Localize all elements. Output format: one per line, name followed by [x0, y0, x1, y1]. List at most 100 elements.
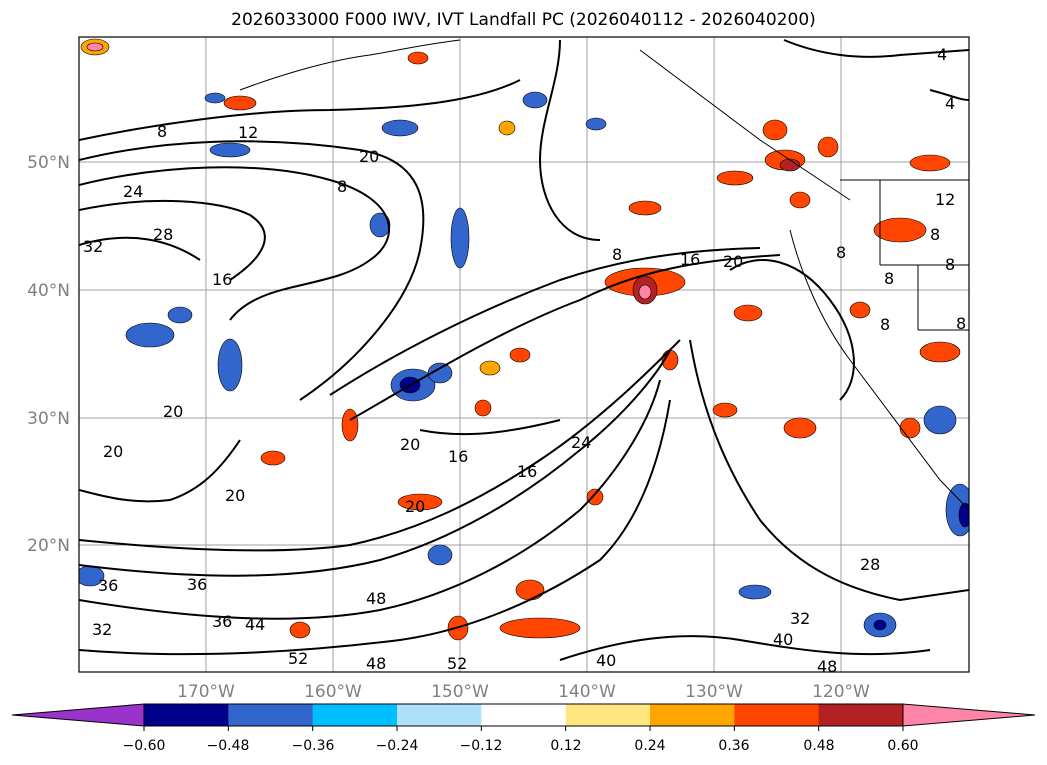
cl-32b: 32: [92, 620, 112, 639]
cl-12a: 12: [238, 123, 258, 142]
pos-patch: [628, 200, 662, 216]
lon-label-160w: 160°W: [304, 682, 362, 702]
coastline-aleutians: [239, 39, 461, 91]
contour-20: [79, 140, 425, 401]
colorbar-segment: [565, 704, 651, 726]
coastline-alaska: [639, 49, 851, 201]
cb-label-n036: −0.36: [292, 738, 335, 754]
contour-24-jet: [79, 349, 671, 577]
colorbar-segment: [650, 704, 735, 726]
pos-patch: [86, 42, 104, 52]
pos-patch: [586, 488, 604, 506]
pos-patch: [849, 301, 871, 319]
pos-patch: [479, 360, 501, 376]
cl-24b: 24: [571, 433, 591, 452]
cb-label-p048: 0.48: [803, 738, 834, 754]
contour-28: [79, 199, 266, 281]
colorbar-extend-left-fill: [12, 704, 144, 726]
contour-8: [79, 79, 521, 141]
pos-patch: [289, 621, 311, 639]
colorbar: −0.60 −0.48 −0.36 −0.24 −0.12 0.12 0.24 …: [11, 703, 1036, 754]
pos-patch: [498, 120, 516, 136]
cl-20g: 20: [405, 497, 425, 516]
pos-patch: [223, 95, 257, 111]
cl-8f: 8: [945, 255, 955, 274]
state-borders: [840, 179, 969, 331]
neg-patch: [522, 91, 548, 109]
pos-patch: [783, 417, 817, 439]
pos-patch: [474, 399, 492, 417]
lat-labels: 50°N 40°N 30°N 20°N: [27, 153, 70, 556]
neg-patch: [204, 92, 226, 104]
cl-8h: 8: [880, 315, 890, 334]
contour-28-east: [689, 339, 969, 602]
lat-label-50n: 50°N: [27, 153, 70, 173]
cl-8c: 8: [612, 245, 622, 264]
cb-label-p036: 0.36: [718, 738, 749, 754]
colorbar-segment: [228, 704, 314, 726]
colorbar-segment: [312, 704, 398, 726]
cb-label-p012: 0.12: [550, 738, 581, 754]
lat-label-40n: 40°N: [27, 281, 70, 301]
pos-patch: [515, 579, 545, 601]
iwv-contours: [79, 39, 969, 661]
cl-48c: 48: [817, 657, 837, 676]
pos-patch: [509, 347, 531, 363]
colorbar-segment: [397, 704, 482, 726]
pos-patch: [899, 417, 921, 439]
cb-label-p060: 0.60: [887, 738, 918, 754]
contour-36: [79, 379, 661, 620]
cl-32c: 32: [790, 609, 810, 628]
pos-patch: [817, 136, 839, 158]
lon-labels: 170°W 160°W 150°W 140°W 130°W 120°W: [177, 682, 870, 702]
cl-20d: 20: [103, 442, 123, 461]
contour-24: [79, 166, 391, 321]
neg-core: [958, 502, 969, 528]
neg-patch: [125, 322, 175, 348]
colorbar-tick-labels: −0.60 −0.48 −0.36 −0.24 −0.12 0.12 0.24 …: [123, 738, 919, 754]
colorbar-segment: [481, 704, 567, 726]
neg-patch: [427, 544, 453, 566]
cl-16a: 16: [212, 270, 232, 289]
pos-patch: [873, 217, 927, 243]
pos-patch: [919, 341, 961, 363]
cl-12b: 12: [935, 190, 955, 209]
cl-24: 24: [123, 182, 143, 201]
pos-patch: [341, 408, 359, 442]
cl-28a: 28: [153, 225, 173, 244]
cl-20f: 20: [225, 486, 245, 505]
cl-20e: 20: [400, 435, 420, 454]
cl-36a: 36: [98, 576, 118, 595]
pos-patch: [762, 119, 788, 141]
cl-44: 44: [245, 615, 265, 634]
coastlines: [239, 39, 969, 511]
pos-patch: [499, 617, 581, 639]
contour-40: [559, 635, 931, 661]
cl-16d: 16: [517, 462, 537, 481]
neg-core: [873, 619, 887, 631]
contour-16-jet: [349, 254, 781, 421]
cl-40a: 40: [596, 651, 616, 670]
contour-32: [79, 236, 201, 261]
cl-52b: 52: [447, 654, 467, 673]
graticule: [79, 37, 969, 672]
cl-48b: 48: [366, 654, 386, 673]
neg-patch: [450, 207, 470, 269]
colorbar-segment: [818, 704, 904, 726]
neg-patch: [217, 338, 243, 392]
neg-patch: [167, 306, 193, 324]
pos-patch: [789, 191, 811, 209]
lon-label-130w: 130°W: [685, 682, 743, 702]
cb-label-n012: −0.12: [460, 738, 503, 754]
neg-patch: [585, 117, 607, 131]
map-title: 2026033000 F000 IWV, IVT Landfall PC (20…: [231, 10, 816, 30]
cl-36c: 36: [212, 612, 232, 631]
pos-patch: [733, 304, 763, 322]
pos-patch: [716, 170, 754, 186]
contour-20-mid: [419, 419, 561, 436]
cl-20b: 20: [723, 252, 743, 271]
contour-labels: 8 12 20 24 8 28 32 16 8 16 20 20 20 20 2…: [83, 45, 966, 676]
cl-8d: 8: [930, 225, 940, 244]
pos-patch: [712, 402, 738, 418]
cl-28b: 28: [860, 555, 880, 574]
